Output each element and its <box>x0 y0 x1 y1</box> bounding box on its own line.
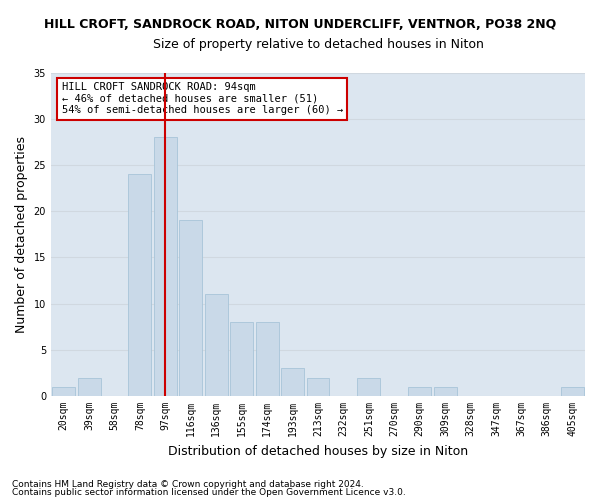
Y-axis label: Number of detached properties: Number of detached properties <box>15 136 28 333</box>
Bar <box>77 378 101 396</box>
Text: Contains public sector information licensed under the Open Government Licence v3: Contains public sector information licen… <box>12 488 406 497</box>
Bar <box>281 368 304 396</box>
Bar <box>434 387 457 396</box>
Text: HILL CROFT, SANDROCK ROAD, NITON UNDERCLIFF, VENTNOR, PO38 2NQ: HILL CROFT, SANDROCK ROAD, NITON UNDERCL… <box>44 18 556 30</box>
Bar <box>52 387 75 396</box>
Bar <box>230 322 253 396</box>
Bar <box>561 387 584 396</box>
Bar <box>307 378 329 396</box>
X-axis label: Distribution of detached houses by size in Niton: Distribution of detached houses by size … <box>168 444 468 458</box>
Bar <box>128 174 151 396</box>
Bar <box>179 220 202 396</box>
Bar <box>256 322 278 396</box>
Bar <box>154 137 177 396</box>
Title: Size of property relative to detached houses in Niton: Size of property relative to detached ho… <box>152 38 484 51</box>
Text: HILL CROFT SANDROCK ROAD: 94sqm
← 46% of detached houses are smaller (51)
54% of: HILL CROFT SANDROCK ROAD: 94sqm ← 46% of… <box>62 82 343 116</box>
Text: Contains HM Land Registry data © Crown copyright and database right 2024.: Contains HM Land Registry data © Crown c… <box>12 480 364 489</box>
Bar <box>205 294 227 396</box>
Bar <box>358 378 380 396</box>
Bar <box>408 387 431 396</box>
